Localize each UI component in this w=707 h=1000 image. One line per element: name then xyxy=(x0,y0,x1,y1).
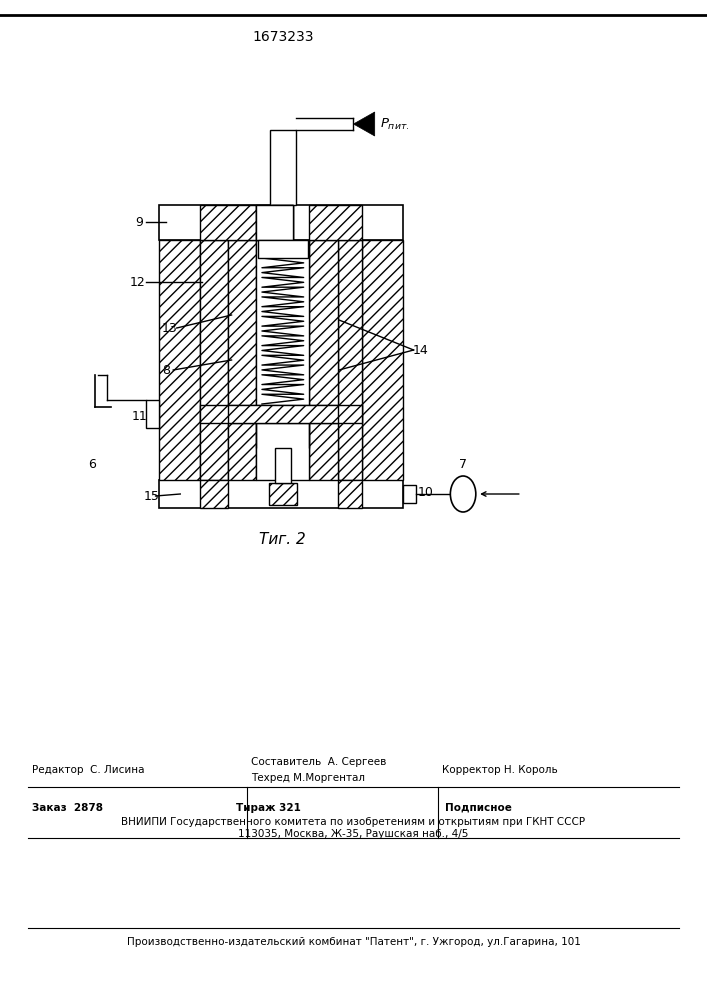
Bar xyxy=(269,483,297,505)
Bar xyxy=(256,205,293,240)
Text: Заказ  2878: Заказ 2878 xyxy=(32,803,103,813)
Bar xyxy=(337,240,362,480)
Polygon shape xyxy=(354,112,375,136)
Text: Редактор  С. Лисина: Редактор С. Лисина xyxy=(32,765,144,775)
Bar xyxy=(258,240,308,258)
Bar xyxy=(403,485,416,503)
Bar xyxy=(200,205,256,240)
Bar xyxy=(159,240,200,480)
Text: 10: 10 xyxy=(418,487,433,499)
Text: Тираж 321: Тираж 321 xyxy=(236,803,301,813)
Text: 9: 9 xyxy=(135,216,144,229)
Text: 113035, Москва, Ж-35, Раушская наб., 4/5: 113035, Москва, Ж-35, Раушская наб., 4/5 xyxy=(238,829,469,839)
Circle shape xyxy=(450,476,476,512)
Text: Τиг. 2: Τиг. 2 xyxy=(259,532,306,548)
Text: Корректор Н. Король: Корректор Н. Король xyxy=(442,765,558,775)
Bar xyxy=(309,240,337,480)
Bar xyxy=(200,240,228,480)
Text: 14: 14 xyxy=(413,344,428,357)
Bar xyxy=(270,130,296,205)
Bar xyxy=(256,240,309,480)
Text: 1673233: 1673233 xyxy=(252,30,313,44)
Text: $P_{пит.}$: $P_{пит.}$ xyxy=(380,116,410,132)
Text: Подписное: Подписное xyxy=(445,803,513,813)
Text: 15: 15 xyxy=(144,489,160,502)
Bar xyxy=(256,205,293,240)
Bar xyxy=(146,400,159,428)
Bar xyxy=(200,480,228,508)
Bar xyxy=(228,405,338,423)
Bar xyxy=(228,240,257,480)
Text: ВНИИПИ Государственного комитета по изобретениям и открытиям при ГКНТ СССР: ВНИИПИ Государственного комитета по изоб… xyxy=(122,817,585,827)
Text: Техред М.Моргентал: Техред М.Моргентал xyxy=(251,773,365,783)
Text: 6: 6 xyxy=(88,458,96,472)
Text: 11: 11 xyxy=(132,410,147,424)
Bar xyxy=(159,205,403,240)
Bar xyxy=(362,240,403,480)
Text: 13: 13 xyxy=(162,322,177,334)
Text: 8: 8 xyxy=(162,363,170,376)
Text: 12: 12 xyxy=(130,275,146,288)
Bar xyxy=(309,205,362,240)
Text: 7: 7 xyxy=(459,458,467,471)
Text: Составитель  А. Сергеев: Составитель А. Сергеев xyxy=(251,757,386,767)
Bar xyxy=(272,205,293,240)
Bar xyxy=(275,448,291,483)
Bar xyxy=(159,480,403,508)
Text: Производственно-издательский комбинат "Патент", г. Ужгород, ул.Гагарина, 101: Производственно-издательский комбинат "П… xyxy=(127,937,580,947)
Bar xyxy=(200,405,362,423)
Bar xyxy=(337,480,362,508)
